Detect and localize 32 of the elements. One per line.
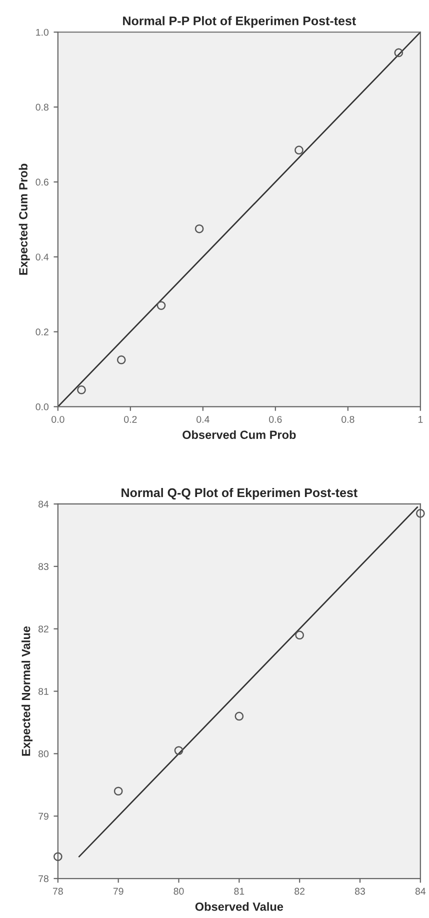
y-tick-label: 80 bbox=[38, 750, 49, 758]
x-tick-label: 80 bbox=[174, 888, 184, 895]
y-tick-label: 0.0 bbox=[36, 403, 49, 410]
x-tick-label: 81 bbox=[234, 888, 244, 895]
x-tick-label: 84 bbox=[415, 888, 426, 895]
chart-title: Normal Q-Q Plot of Ekperimen Post-test bbox=[122, 488, 358, 500]
y-tick-label: 78 bbox=[38, 875, 48, 882]
y-tick-label: 0.6 bbox=[36, 178, 48, 186]
x-tick-label: 83 bbox=[355, 888, 365, 895]
y-tick-label: 0.4 bbox=[36, 254, 49, 260]
y-tick-label: 1.0 bbox=[36, 28, 49, 36]
y-axis-title: Expected Normal Value bbox=[22, 626, 33, 756]
y-tick-label: 0.8 bbox=[36, 104, 48, 111]
y-tick-label: 84 bbox=[38, 500, 49, 508]
x-tick-label: 0.6 bbox=[269, 416, 282, 423]
x-tick-label: 0.2 bbox=[124, 416, 137, 423]
x-tick-label: 0.4 bbox=[196, 416, 210, 423]
y-tick-label: 82 bbox=[38, 626, 48, 632]
chart-title: Normal P-P Plot of Ekperimen Post-test bbox=[123, 16, 356, 28]
x-tick-label: 78 bbox=[53, 888, 63, 895]
x-axis-title: Observed Value bbox=[195, 902, 284, 911]
x-tick-label: 79 bbox=[113, 888, 124, 895]
y-tick-label: 83 bbox=[38, 563, 48, 570]
y-tick-label: 0.2 bbox=[36, 328, 48, 336]
x-tick-label: 0.0 bbox=[52, 416, 64, 423]
y-axis-title: Expected Cum Prob bbox=[18, 164, 30, 275]
y-tick-label: 81 bbox=[38, 688, 48, 695]
y-tick-label: 79 bbox=[38, 812, 48, 820]
x-tick-label: 0.8 bbox=[342, 416, 354, 423]
x-tick-label: 82 bbox=[294, 888, 305, 895]
x-axis-title: Observed Cum Prob bbox=[182, 430, 296, 439]
x-tick-label: 1 bbox=[418, 416, 423, 423]
